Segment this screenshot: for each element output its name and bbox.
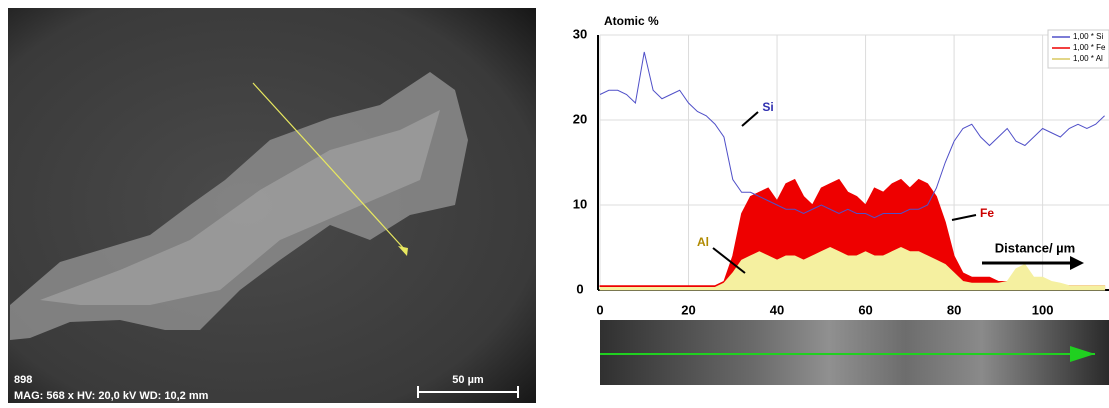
scan-strip (600, 320, 1109, 385)
annotation-arrow (742, 112, 758, 126)
x-tick-label: 60 (858, 302, 872, 317)
figure: 898 MAG: 568 x HV: 20,0 kV WD: 10,2 mm 5… (0, 0, 1109, 403)
x-tick-label: 100 (1032, 302, 1054, 317)
line-scan-chart: 0 10 20 30 0 20 40 60 80 100 1,00 * Si 1,00 * Fe 1,0… (573, 26, 1109, 317)
image-info: MAG: 568 x HV: 20,0 kV WD: 10,2 mm (14, 390, 209, 402)
image-label: 898 (14, 374, 32, 386)
annotation-fe: Fe (980, 206, 994, 220)
line (600, 52, 1105, 218)
x-tick-label: 80 (947, 302, 961, 317)
legend-label: 1,00 * Fe (1073, 43, 1106, 52)
annotation-al: Al (697, 235, 709, 249)
x-tick-label: 0 (596, 302, 603, 317)
x-tick-label: 20 (681, 302, 695, 317)
sem-image: 898 MAG: 568 x HV: 20,0 kV WD: 10,2 mm 5… (8, 8, 536, 403)
legend-label: 1,00 * Al (1073, 54, 1103, 63)
x-axis-title: Distance/ µm (995, 240, 1075, 255)
x-axis-arrowhead (1070, 256, 1084, 270)
y-tick-label: 20 (573, 111, 587, 126)
annotation-arrow (952, 215, 976, 220)
page: 898 MAG: 568 x HV: 20,0 kV WD: 10,2 mm 5… (0, 0, 1109, 408)
y-tick-label: 10 (573, 196, 587, 211)
y-tick-label: 0 (576, 281, 583, 296)
y-axis-title: Atomic % (604, 14, 659, 28)
legend-label: 1,00 * Si (1073, 32, 1103, 41)
scale-label: 50 µm (452, 374, 484, 386)
y-tick-label: 30 (573, 26, 587, 41)
annotation-si: Si (762, 100, 773, 114)
x-tick-label: 40 (770, 302, 784, 317)
